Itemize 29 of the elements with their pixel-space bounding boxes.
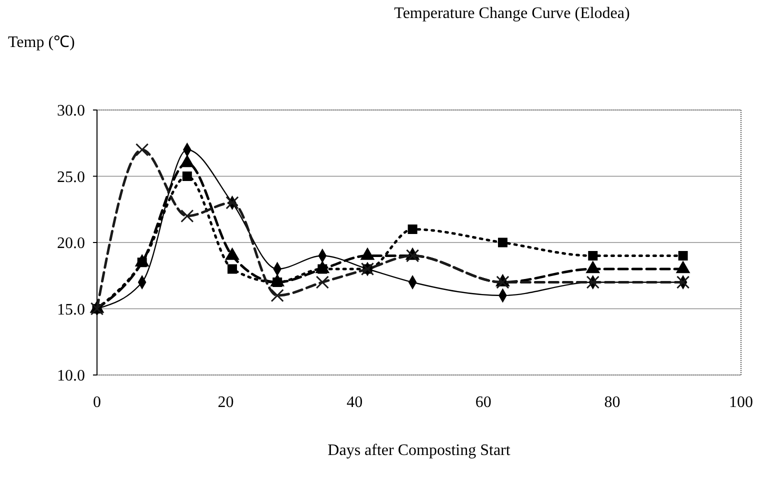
point xyxy=(406,249,420,262)
point xyxy=(408,224,418,234)
point xyxy=(227,264,237,274)
x-tick-label: 40 xyxy=(346,394,363,411)
x-tick-label: 20 xyxy=(218,394,234,411)
y-tick-label: 10.0 xyxy=(57,368,85,385)
x-axis-title: Days after Composting Start xyxy=(328,442,511,459)
y-axis-title: Temp (℃) xyxy=(8,34,75,51)
x-tick-label: 80 xyxy=(604,394,620,411)
y-tick-label: 25.0 xyxy=(57,168,85,186)
point xyxy=(182,172,192,181)
x-tick-label: 0 xyxy=(93,394,101,411)
point xyxy=(316,276,329,289)
x-tick-label: 100 xyxy=(729,394,753,411)
point xyxy=(180,209,194,223)
y-tick-label: 20.0 xyxy=(57,235,85,252)
point xyxy=(586,276,600,289)
x-tick-label: 60 xyxy=(475,394,492,411)
point xyxy=(678,251,688,260)
chart-title: Temperature Change Curve (Elodea) xyxy=(394,5,630,22)
point xyxy=(270,288,284,302)
point xyxy=(498,238,508,248)
point xyxy=(136,143,149,156)
y-tick-label: 15.0 xyxy=(57,301,85,318)
point xyxy=(676,276,690,289)
point xyxy=(496,276,510,289)
point xyxy=(588,251,598,260)
y-tick-label: 30.0 xyxy=(57,102,85,120)
point xyxy=(226,196,239,210)
